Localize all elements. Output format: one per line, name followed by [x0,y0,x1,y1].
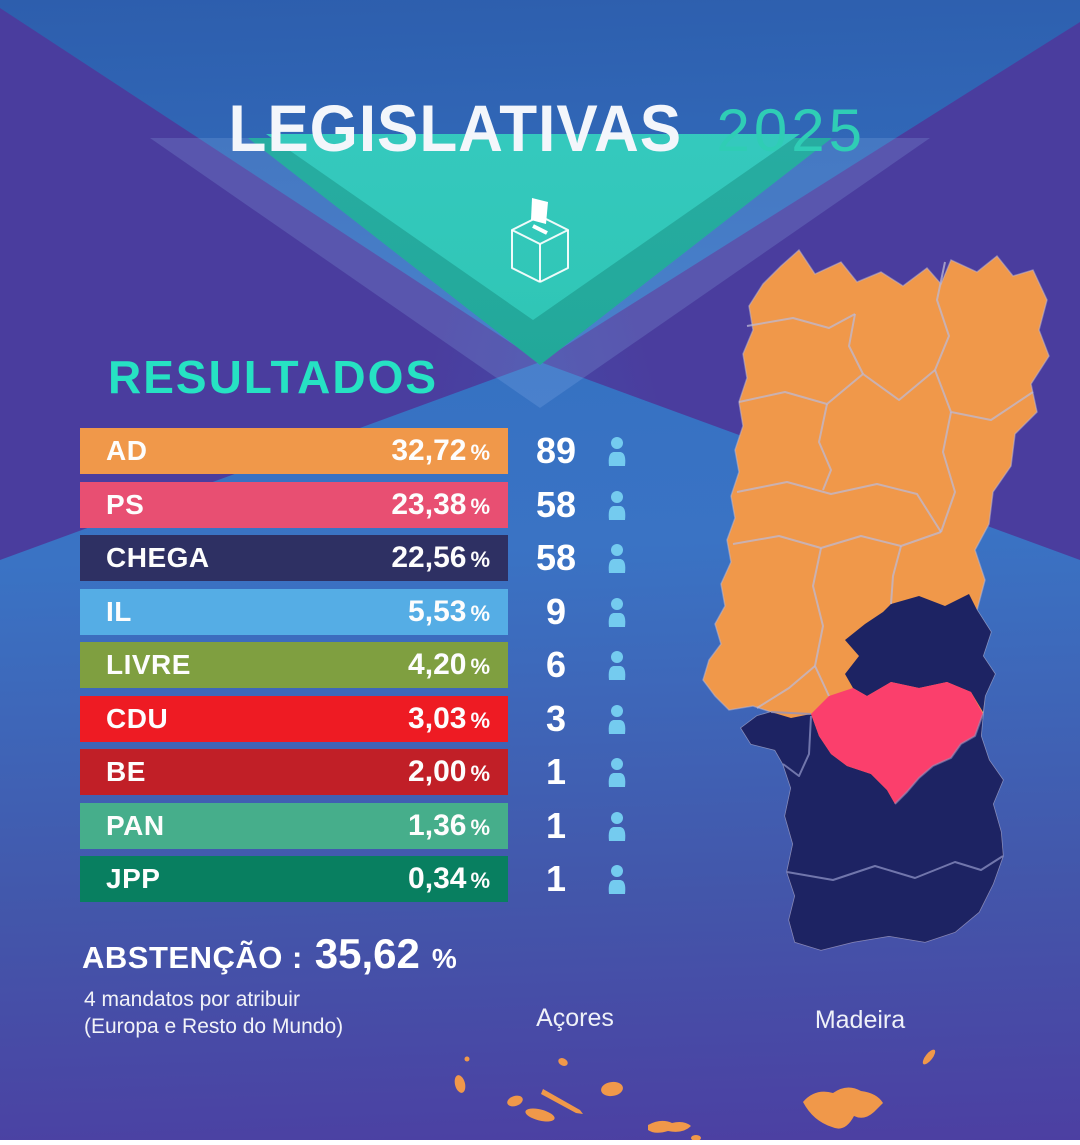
percent-sign: % [470,814,490,840]
party-percent: 4,20% [408,648,490,681]
island-pico [525,1108,555,1122]
result-row: JPP 0,34% 1 [80,856,640,902]
title-row: LEGISLATIVAS 2025 [0,90,1080,166]
seat-count: 3 [545,697,567,739]
seat-count: 1 [545,751,567,792]
person-icon [608,704,626,734]
percent-sign: % [470,761,490,786]
party-bar: IL 5,53% [80,588,508,635]
party-percent: 1,36% [408,808,490,842]
island-flores [454,1075,466,1093]
footnote: 4 mandatos por atribuir (Europa e Resto … [84,986,343,1041]
island-terceira [601,1081,623,1097]
page-title: LEGISLATIVAS [228,91,683,165]
title-year: 2025 [716,97,867,164]
label-azores: Açores [536,1004,614,1032]
person-icon [608,651,626,680]
person-icon [608,865,626,894]
party-bar: CDU 3,03% [80,695,508,742]
party-percent: 2,00% [408,755,490,788]
party-bar: LIVRE 4,20% [80,642,508,688]
seat-count: 58 [535,537,577,578]
seat-count: 9 [545,590,567,632]
percent-sign: % [470,600,490,626]
map-region-chega-portalegre [845,594,995,712]
party-bar: JPP 0,34% [80,856,508,902]
seat-count: 6 [545,644,567,685]
party-name: BE [106,756,146,787]
footnote-line1: 4 mandatos por atribuir [84,988,300,1011]
abstention-percent-sign: % [431,943,457,974]
party-percent: 22,56% [391,541,490,574]
result-row: LIVRE 4,20% 6 [80,642,640,688]
party-percent: 3,03% [408,701,490,735]
party-name: AD [106,435,148,466]
island-sao-jorge [541,1089,583,1114]
footnote-line2: (Europa e Resto do Mundo) [84,1015,344,1039]
party-name: CHEGA [106,542,210,573]
person-icon [608,544,626,573]
azores-islands-map [430,1045,720,1145]
island-porto-santo [922,1049,936,1065]
seat-count: 1 [545,858,567,899]
island-sao-miguel [648,1120,691,1133]
section-heading: RESULTADOS [108,351,439,403]
person-icon [608,437,626,466]
person-icon [608,490,626,520]
result-row: AD 32,72% 89 [80,428,640,474]
percent-sign: % [470,707,490,733]
island-faial [507,1095,523,1107]
result-row: PS 23,38% 58 [80,481,640,528]
party-name: IL [106,595,132,627]
madeira-islands-map [795,1040,945,1145]
person-icon [608,811,626,841]
party-name: LIVRE [106,649,191,680]
party-bar: PAN 1,36% [80,802,508,849]
result-row: BE 2,00% 1 [80,749,640,795]
party-bar: CHEGA 22,56% [80,535,508,581]
party-percent: 5,53% [408,594,490,628]
percent-sign: % [470,654,490,679]
map-region-chega-south [741,712,1003,950]
person-icon [608,597,626,627]
party-name: CDU [106,702,169,734]
percent-sign: % [470,868,490,893]
results-list: AD 32,72% 89 PS 23,38% 58 CHEGA 22,56% 5… [80,428,640,910]
party-name: PS [106,488,145,520]
island-madeira [803,1087,883,1129]
abstention-value: 35,62 [314,930,420,977]
party-name: PAN [106,809,165,841]
party-percent: 0,34% [408,862,490,895]
seat-count: 89 [535,430,577,471]
party-bar: BE 2,00% [80,749,508,795]
seat-count: 58 [535,483,577,525]
result-row: CHEGA 22,56% 58 [80,535,640,581]
party-percent: 23,38% [391,487,490,521]
abstention-label: ABSTENÇÃO : [82,940,303,975]
percent-sign: % [470,547,490,572]
party-name: JPP [106,863,161,894]
percent-sign: % [470,440,490,465]
island-corvo [464,1056,470,1062]
party-bar: AD 32,72% [80,428,508,474]
portugal-mainland-map [693,242,1055,997]
result-row: CDU 3,03% 3 [80,695,640,742]
result-row: IL 5,53% 9 [80,588,640,635]
label-madeira: Madeira [814,1006,906,1034]
abstention: ABSTENÇÃO : 35,62 % [82,930,457,978]
district-borders [732,261,1034,881]
map-region-ps-evora [811,682,983,804]
result-row: PAN 1,36% 1 [80,802,640,849]
seat-count: 1 [545,804,567,846]
ballot-box-icon [500,190,580,300]
percent-sign: % [470,493,490,519]
island-graciosa [558,1058,568,1066]
party-percent: 32,72% [391,434,490,467]
island-santa-maria [691,1135,701,1141]
person-icon [608,758,626,787]
party-bar: PS 23,38% [80,481,508,528]
